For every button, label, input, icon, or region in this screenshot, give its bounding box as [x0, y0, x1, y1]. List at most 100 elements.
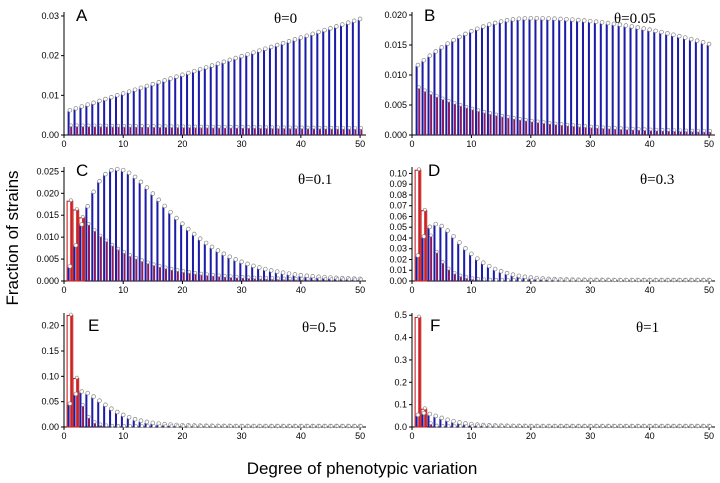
blue-point [340, 22, 345, 27]
panel-theta: θ=0 [274, 11, 297, 27]
blue-point [445, 417, 450, 422]
blue-bar [635, 28, 638, 136]
blue-point [451, 37, 456, 43]
red-point [264, 125, 269, 129]
blue-point [421, 234, 427, 239]
blue-bar [97, 182, 100, 281]
red-bar [105, 241, 108, 281]
blue-bar [647, 30, 650, 136]
y-tick-label: 0.0 [394, 422, 407, 432]
red-point [152, 124, 156, 128]
red-point [305, 277, 310, 281]
red-bar [602, 128, 605, 135]
red-point [672, 128, 677, 132]
x-tick-label: 0 [61, 431, 66, 441]
red-point [577, 424, 582, 428]
red-bar [489, 114, 492, 135]
blue-point [421, 57, 427, 63]
red-point [98, 422, 103, 427]
red-point [329, 424, 334, 428]
red-point [282, 125, 286, 130]
red-point [589, 278, 594, 282]
x-tick-label: 50 [704, 431, 714, 441]
red-point [607, 278, 611, 282]
red-point [264, 276, 269, 280]
blue-point [97, 398, 102, 403]
red-point [98, 123, 103, 128]
blue-point [138, 418, 144, 423]
blue-bar [85, 207, 88, 281]
blue-bar [126, 173, 129, 281]
red-point [565, 122, 570, 127]
red-bar [159, 127, 162, 135]
blue-bar [322, 278, 325, 281]
red-point [211, 424, 215, 428]
blue-point [522, 16, 528, 21]
blue-bar [73, 109, 76, 135]
red-point [69, 198, 73, 202]
blue-point [97, 178, 102, 184]
blue-point [498, 19, 504, 24]
red-point [506, 424, 510, 428]
blue-point [576, 17, 581, 23]
y-tick-label: 0.02 [41, 51, 59, 61]
x-tick-label: 20 [177, 431, 187, 441]
y-tick-label: 0.00 [41, 130, 59, 140]
red-bar [507, 117, 510, 135]
red-point [696, 128, 700, 133]
red-bar [537, 122, 540, 135]
red-bar [200, 274, 203, 281]
x-tick-label: 0 [409, 139, 414, 149]
red-bar [135, 126, 138, 135]
blue-point [481, 24, 486, 29]
red-bar [453, 103, 456, 135]
blue-point [85, 204, 90, 209]
blue-point [433, 49, 439, 54]
x-tick-label: 10 [118, 431, 128, 441]
red-point [684, 278, 689, 282]
blue-bar [73, 246, 76, 281]
red-point [80, 215, 85, 219]
red-point [140, 258, 144, 263]
red-point [163, 124, 168, 128]
blue-point [492, 20, 498, 26]
red-bar [330, 128, 333, 135]
red-point [92, 228, 97, 232]
blue-point [587, 18, 593, 24]
panel-letter: A [76, 6, 88, 25]
red-point [240, 125, 245, 129]
red-point [547, 121, 552, 125]
blue-bar [469, 254, 472, 281]
red-point [518, 117, 522, 121]
red-bar [483, 112, 486, 135]
y-tick-label: 0.010 [384, 70, 407, 80]
red-point [341, 424, 346, 428]
red-bar [283, 279, 286, 281]
blue-bar [593, 22, 596, 135]
x-tick-label: 40 [296, 431, 306, 441]
red-point [494, 112, 498, 117]
blue-bar [475, 259, 478, 281]
y-tick-label: 0.015 [384, 40, 407, 50]
red-bar [164, 268, 167, 281]
blue-bar [91, 103, 94, 135]
blue-bar [97, 101, 100, 135]
blue-point [138, 179, 144, 185]
blue-bar [427, 56, 430, 136]
blue-bar [126, 418, 129, 427]
x-tick-label: 20 [177, 139, 187, 149]
blue-point [486, 263, 492, 269]
y-tick-label: 0.4 [394, 333, 407, 343]
red-point [625, 126, 629, 131]
blue-point [239, 259, 244, 265]
red-point [252, 275, 257, 280]
red-point [654, 278, 659, 282]
red-bar [259, 128, 262, 135]
blue-bar [120, 415, 123, 427]
red-bar [465, 278, 468, 281]
blue-point [85, 390, 90, 396]
red-point [423, 88, 427, 93]
red-point [86, 123, 91, 128]
blue-bar [641, 29, 644, 135]
blue-point [227, 57, 233, 63]
